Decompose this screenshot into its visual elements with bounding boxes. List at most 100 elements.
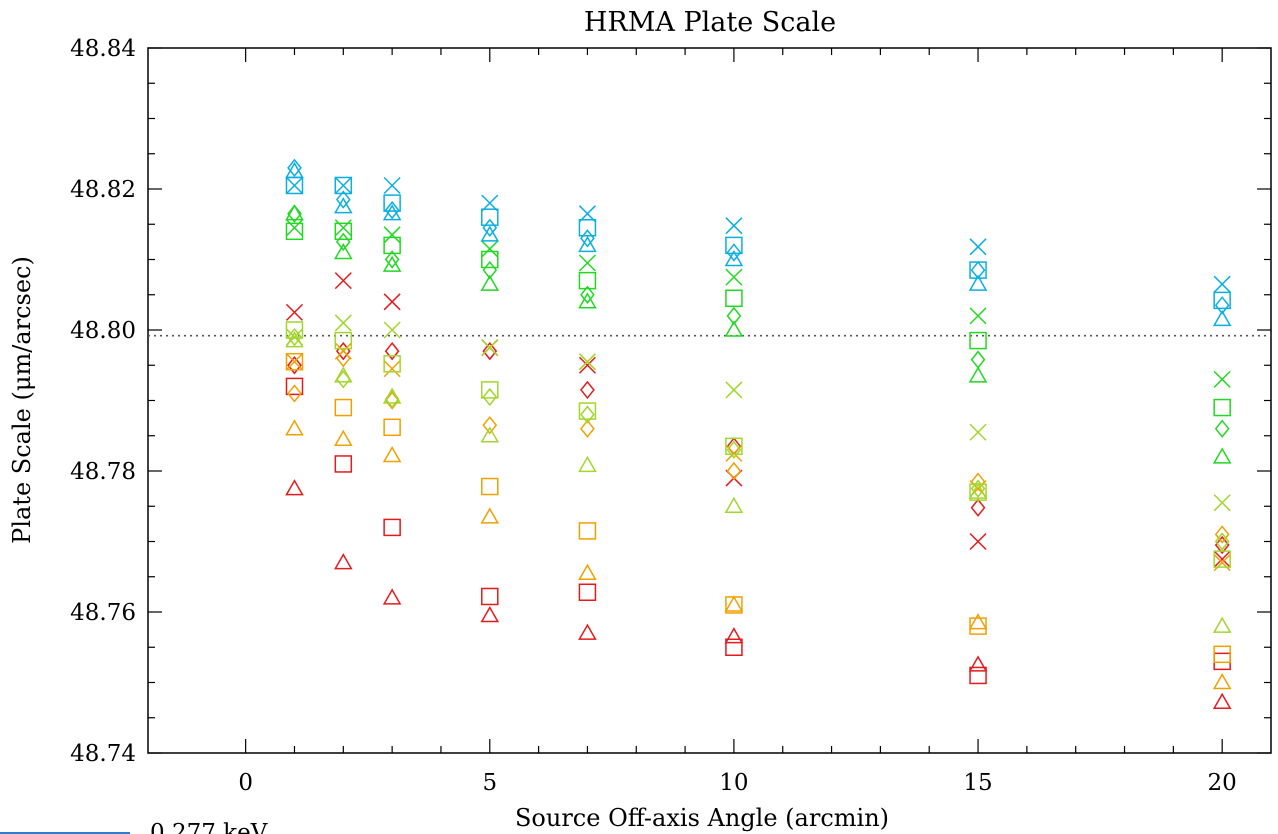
data-point-x bbox=[383, 293, 401, 311]
data-point-triangle bbox=[724, 595, 744, 612]
data-point-square bbox=[383, 236, 401, 255]
data-point-x bbox=[285, 219, 304, 237]
data-point-triangle bbox=[480, 225, 500, 242]
data-point-triangle bbox=[724, 320, 744, 337]
data-point-square bbox=[969, 261, 987, 279]
y-tick-label: 48.74 bbox=[70, 741, 136, 767]
data-point-diamond bbox=[580, 285, 595, 304]
data-point-triangle bbox=[578, 455, 597, 473]
data-point-square bbox=[1213, 398, 1231, 417]
data-point-diamond bbox=[287, 158, 302, 178]
data-point-x bbox=[285, 353, 304, 371]
data-point-triangle bbox=[578, 623, 597, 640]
data-point-square bbox=[383, 518, 401, 537]
data-point-diamond bbox=[726, 461, 742, 481]
data-point-x bbox=[285, 303, 304, 321]
data-point-square bbox=[481, 250, 499, 269]
data-point-square bbox=[725, 437, 743, 456]
data-point-square bbox=[383, 355, 401, 373]
data-point-triangle bbox=[382, 588, 402, 605]
data-point-diamond bbox=[580, 405, 595, 424]
data-point-diamond bbox=[580, 419, 595, 438]
data-point-triangle bbox=[480, 426, 500, 443]
data-point-square bbox=[334, 176, 353, 195]
data-point-triangle bbox=[968, 655, 988, 672]
data-point-diamond bbox=[335, 348, 351, 368]
data-point-x bbox=[969, 423, 987, 441]
axis-ticks: 0 5 10 15 20 48.74 48.76 48.78 48.80 48.82 48.84 bbox=[70, 36, 1271, 796]
data-point-square bbox=[285, 377, 304, 396]
data-point-diamond bbox=[482, 415, 498, 435]
data-point-x bbox=[1213, 275, 1231, 293]
data-point-square bbox=[334, 222, 353, 241]
data-point-triangle bbox=[968, 482, 988, 499]
data-point-x bbox=[725, 217, 743, 235]
data-point-square bbox=[969, 617, 987, 635]
data-point-triangle bbox=[578, 235, 597, 253]
data-point-x bbox=[725, 381, 743, 399]
data-point-square bbox=[969, 666, 987, 685]
data-point-triangle bbox=[968, 366, 988, 383]
data-point-x bbox=[969, 238, 987, 256]
data-point-triangle bbox=[480, 606, 500, 623]
data-point-square bbox=[578, 402, 597, 420]
data-point-square bbox=[334, 398, 353, 417]
data-point-diamond bbox=[1214, 296, 1230, 315]
data-point-triangle bbox=[334, 366, 353, 383]
x-axis-label: Source Off-axis Angle (arcmin) bbox=[515, 804, 889, 832]
data-point-square bbox=[725, 236, 743, 255]
data-point-x bbox=[383, 360, 401, 378]
data-point-square bbox=[578, 271, 597, 290]
plot-frame bbox=[147, 47, 1272, 754]
data-point-square bbox=[334, 455, 353, 473]
data-point-diamond bbox=[287, 384, 302, 403]
x-tick-label: 15 bbox=[963, 770, 992, 796]
data-point-square bbox=[578, 522, 597, 540]
x-tick-label: 5 bbox=[482, 770, 497, 796]
data-point-diamond bbox=[726, 243, 742, 262]
data-point-triangle bbox=[578, 292, 597, 309]
data-point-diamond bbox=[1214, 419, 1230, 438]
y-axis-label: Plate Scale (μm/arcsec) bbox=[8, 256, 36, 544]
data-point-triangle bbox=[968, 613, 988, 630]
data-point-square bbox=[481, 587, 499, 606]
data-point-triangle bbox=[334, 242, 353, 260]
data-point-diamond bbox=[384, 341, 400, 361]
data-point-triangle bbox=[285, 204, 304, 221]
data-point-square bbox=[285, 222, 304, 241]
data-point-x bbox=[578, 205, 596, 223]
data-point-square bbox=[725, 289, 743, 308]
data-point-diamond bbox=[384, 200, 400, 220]
data-point-x bbox=[334, 219, 352, 237]
data-point-triangle bbox=[578, 563, 597, 580]
data-point-triangle bbox=[968, 274, 988, 291]
y-tick-label: 48.76 bbox=[70, 600, 136, 626]
data-point-square bbox=[481, 477, 499, 496]
data-point-diamond bbox=[287, 327, 302, 347]
data-point-diamond bbox=[335, 190, 351, 209]
data-point-diamond bbox=[1214, 532, 1230, 551]
data-point-x bbox=[725, 268, 743, 286]
legend: 0.277 keV bbox=[0, 820, 268, 834]
data-point-triangle bbox=[1212, 616, 1232, 633]
data-point-triangle bbox=[1212, 447, 1232, 464]
data-point-x bbox=[969, 532, 987, 551]
data-point-square bbox=[285, 321, 304, 339]
data-point-x bbox=[383, 176, 401, 195]
data-point-x bbox=[334, 314, 352, 332]
data-point-diamond bbox=[970, 498, 986, 517]
data-point-square bbox=[1213, 550, 1231, 568]
data-point-diamond bbox=[970, 479, 986, 498]
data-point-triangle bbox=[285, 331, 304, 348]
data-point-diamond bbox=[335, 370, 351, 389]
data-point-diamond bbox=[970, 350, 986, 369]
x-tick-label: 10 bbox=[719, 770, 748, 796]
data-point-diamond bbox=[726, 440, 742, 460]
data-point-diamond bbox=[287, 204, 302, 223]
data-point-x bbox=[481, 194, 499, 212]
data-point-diamond bbox=[726, 306, 742, 326]
data-point-triangle bbox=[480, 274, 500, 291]
data-point-triangle bbox=[285, 161, 304, 179]
data-point-triangle bbox=[334, 553, 353, 570]
data-point-x bbox=[383, 226, 401, 244]
